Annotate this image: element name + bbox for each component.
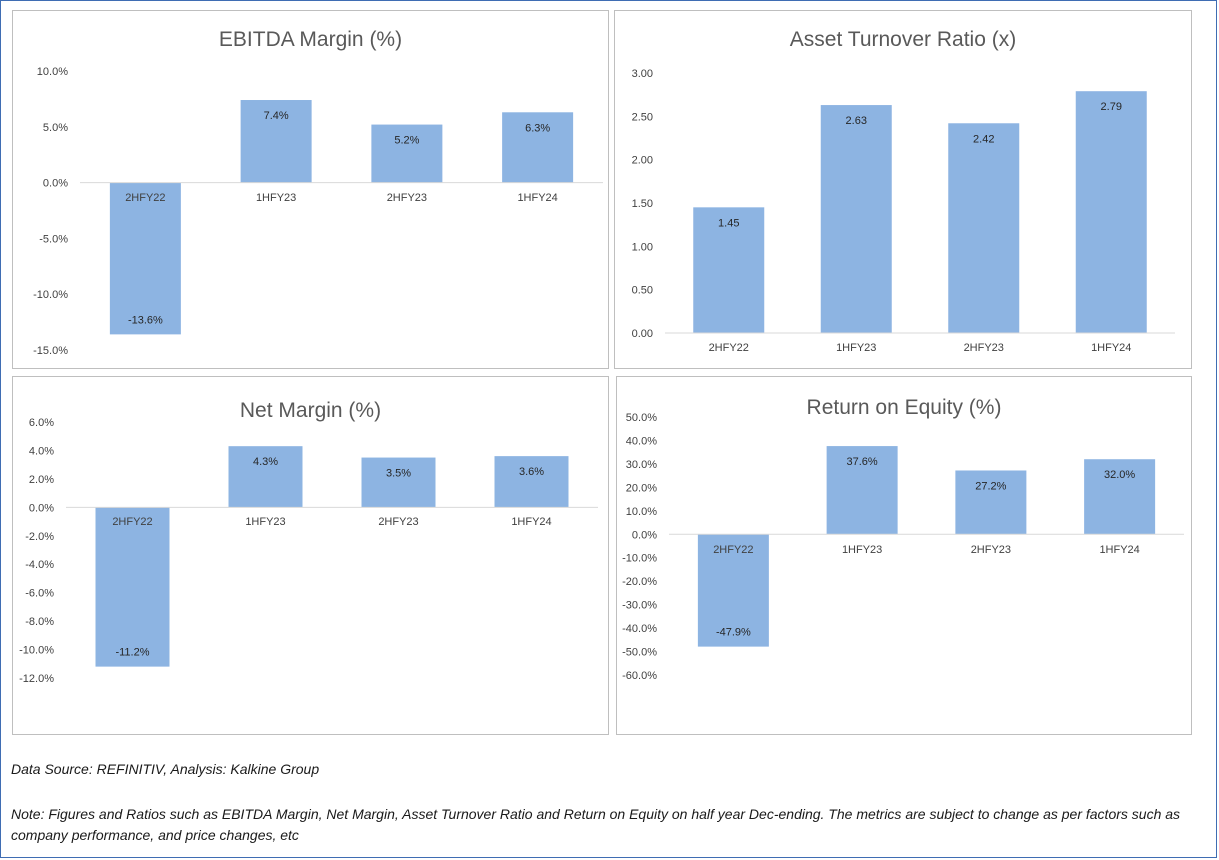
y-tick-label: 4.0% <box>29 445 54 457</box>
bar-2hfy22 <box>95 507 170 667</box>
y-tick-label: -8.0% <box>25 616 54 628</box>
data-label: 37.6% <box>847 456 878 468</box>
net-margin-chart-panel: Net Margin (%) 6.0% 4.0% 2.0% 0.0% -2.0% -4.0… <box>12 376 609 735</box>
data-source-text: Data Source: REFINITIV, Analysis: Kalkin… <box>11 761 320 777</box>
bar-2hfy23 <box>955 470 1027 535</box>
y-tick-label: -5.0% <box>39 233 68 245</box>
y-tick-label: 0.0% <box>43 178 68 190</box>
data-label: 5.2% <box>394 135 419 147</box>
x-category-label: 1HFY23 <box>245 516 285 528</box>
y-tick-label: 0.0% <box>29 502 54 514</box>
data-label: -47.9% <box>716 627 751 639</box>
bar-1hfy24 <box>494 456 569 508</box>
y-tick-label: 1.50 <box>632 198 653 210</box>
y-tick-label: -10.0% <box>19 645 54 657</box>
x-category-label: 1HFY23 <box>256 192 296 204</box>
data-label: 3.6% <box>519 466 544 478</box>
y-tick-label: 10.0% <box>626 506 657 518</box>
x-category-label: 1HFY24 <box>1091 342 1131 354</box>
data-label: 4.3% <box>253 456 278 468</box>
asset-turnover-chart-panel: Asset Turnover Ratio (x) 3.00 2.50 2.00 1.5… <box>614 10 1192 369</box>
y-tick-label: 6.0% <box>29 417 54 429</box>
data-label: 6.3% <box>525 122 550 134</box>
return-on-equity-chart-panel: Return on Equity (%) 50.0% 40.0% 30.0% 20.0… <box>616 376 1192 735</box>
y-tick-label: 0.00 <box>632 328 653 340</box>
x-category-label: 2HFY23 <box>378 516 418 528</box>
bar-2hfy23 <box>948 123 1020 334</box>
x-category-label: 1HFY24 <box>511 516 551 528</box>
y-tick-label: 30.0% <box>626 459 657 471</box>
x-category-label: 2HFY22 <box>125 192 165 204</box>
y-tick-label: -30.0% <box>622 600 657 612</box>
y-tick-label: -12.0% <box>19 673 54 685</box>
return-on-equity-chart: 50.0% 40.0% 30.0% 20.0% 10.0% 0.0% -10.0% -20.0… <box>622 412 1184 682</box>
x-category-label: 1HFY23 <box>836 342 876 354</box>
x-category-label: 2HFY23 <box>964 342 1004 354</box>
y-tick-label: 3.00 <box>632 68 653 80</box>
chart-title: Asset Turnover Ratio (x) <box>789 28 1017 51</box>
y-tick-label: 50.0% <box>626 412 657 424</box>
x-category-label: 1HFY23 <box>842 544 882 556</box>
bar-2hfy22 <box>697 534 769 647</box>
y-tick-label: -15.0% <box>33 345 68 357</box>
y-tick-label: -10.0% <box>33 289 68 301</box>
y-tick-label: 20.0% <box>626 482 657 494</box>
x-category-label: 1HFY24 <box>517 192 557 204</box>
data-label: 3.5% <box>386 468 411 480</box>
chart-title: EBITDA Margin (%) <box>218 28 403 51</box>
data-label: -13.6% <box>128 314 163 326</box>
y-tick-label: 2.50 <box>632 111 653 123</box>
y-tick-label: -60.0% <box>622 670 657 682</box>
y-tick-label: -6.0% <box>25 588 54 600</box>
data-label: 32.0% <box>1104 469 1135 481</box>
ebitda-margin-chart-panel: EBITDA Margin (%) 10.0% 5.0% 0.0% -5.0% -10.… <box>12 10 609 369</box>
bar-1hfy24 <box>502 112 574 183</box>
chart-title: Net Margin (%) <box>239 399 382 422</box>
y-tick-label: 40.0% <box>626 435 657 447</box>
y-tick-label: 0.50 <box>632 285 653 297</box>
data-label: 27.2% <box>975 480 1006 492</box>
x-category-label: 2HFY23 <box>971 544 1011 556</box>
bar-1hfy24 <box>1075 91 1147 333</box>
bar-2hfy22 <box>693 207 765 333</box>
y-tick-label: 2.0% <box>29 474 54 486</box>
bar-1hfy23 <box>228 446 303 508</box>
data-label: 7.4% <box>264 110 289 122</box>
y-tick-label: -4.0% <box>25 559 54 571</box>
data-label: 1.45 <box>718 217 739 229</box>
asset-turnover-chart: 3.00 2.50 2.00 1.50 1.00 0.50 0.00 1.45 2HFY22 2.… <box>632 68 1175 354</box>
y-tick-label: 10.0% <box>37 66 68 78</box>
bar-1hfy23 <box>826 446 898 535</box>
y-tick-label: -40.0% <box>622 623 657 635</box>
x-category-label: 2HFY22 <box>112 516 152 528</box>
y-tick-label: -20.0% <box>622 576 657 588</box>
y-tick-label: 0.0% <box>632 529 657 541</box>
y-tick-label: -50.0% <box>622 647 657 659</box>
bar-1hfy24 <box>1084 459 1156 535</box>
bar-1hfy23 <box>820 105 892 333</box>
y-tick-label: 1.00 <box>632 241 653 253</box>
y-tick-label: 5.0% <box>43 122 68 134</box>
bar-2hfy23 <box>371 124 443 183</box>
chart-title: Return on Equity (%) <box>806 396 1002 419</box>
x-category-label: 2HFY22 <box>709 342 749 354</box>
data-label: 2.63 <box>846 115 867 127</box>
footnote-text: Note: Figures and Ratios such as EBITDA … <box>11 806 1181 843</box>
bar-1hfy23 <box>240 100 312 183</box>
data-label: 2.79 <box>1101 101 1122 113</box>
ebitda-margin-chart: 10.0% 5.0% 0.0% -5.0% -10.0% -15.0% -13.6% 2HFY… <box>33 66 603 357</box>
x-category-label: 1HFY24 <box>1099 544 1139 556</box>
x-category-label: 2HFY22 <box>713 544 753 556</box>
y-tick-label: 2.00 <box>632 155 653 167</box>
bar-2hfy23 <box>361 457 436 508</box>
y-tick-label: -2.0% <box>25 531 54 543</box>
data-label: -11.2% <box>115 647 149 659</box>
x-category-label: 2HFY23 <box>387 192 427 204</box>
net-margin-chart: 6.0% 4.0% 2.0% 0.0% -2.0% -4.0% -6.0% -8.0% -10.… <box>19 417 598 685</box>
data-label: 2.42 <box>973 133 994 145</box>
y-tick-label: -10.0% <box>622 553 657 565</box>
bar-2hfy22 <box>109 182 181 335</box>
